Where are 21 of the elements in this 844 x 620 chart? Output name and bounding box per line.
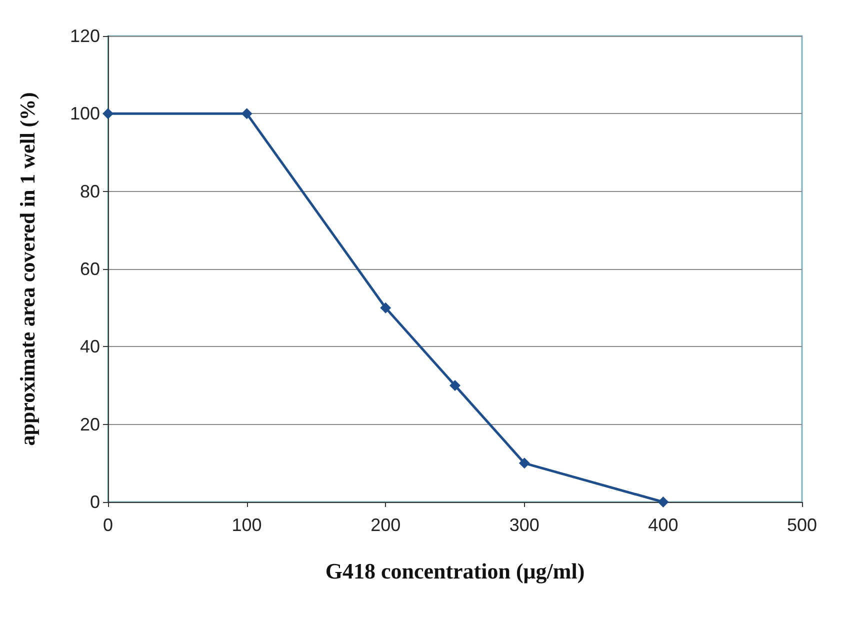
x-tick-label: 100 [232,515,262,535]
x-tick-label: 300 [509,515,540,535]
y-tick-label: 80 [80,181,100,202]
x-tick-label: 200 [370,515,401,535]
x-tick-label: 500 [786,515,818,535]
point [102,108,114,120]
x-tick-label: 400 [648,515,678,535]
y-tick-label: 60 [80,259,100,279]
y-tick-label: 0 [90,492,100,512]
point [241,108,252,120]
y-tick-label: 20 [80,414,100,434]
y-tick-label: 40 [80,336,100,357]
point [518,458,530,469]
x-axis-title: G418 concentration (μg/ml) [325,558,585,584]
y-axis-title: approximate area covered in 1 well (%) [16,92,40,446]
y-tick-label: 120 [70,26,100,46]
point [658,496,669,508]
x-tick-label: 0 [102,515,114,535]
y-tick-label: 100 [70,104,100,124]
point [450,380,460,391]
point [380,302,392,314]
